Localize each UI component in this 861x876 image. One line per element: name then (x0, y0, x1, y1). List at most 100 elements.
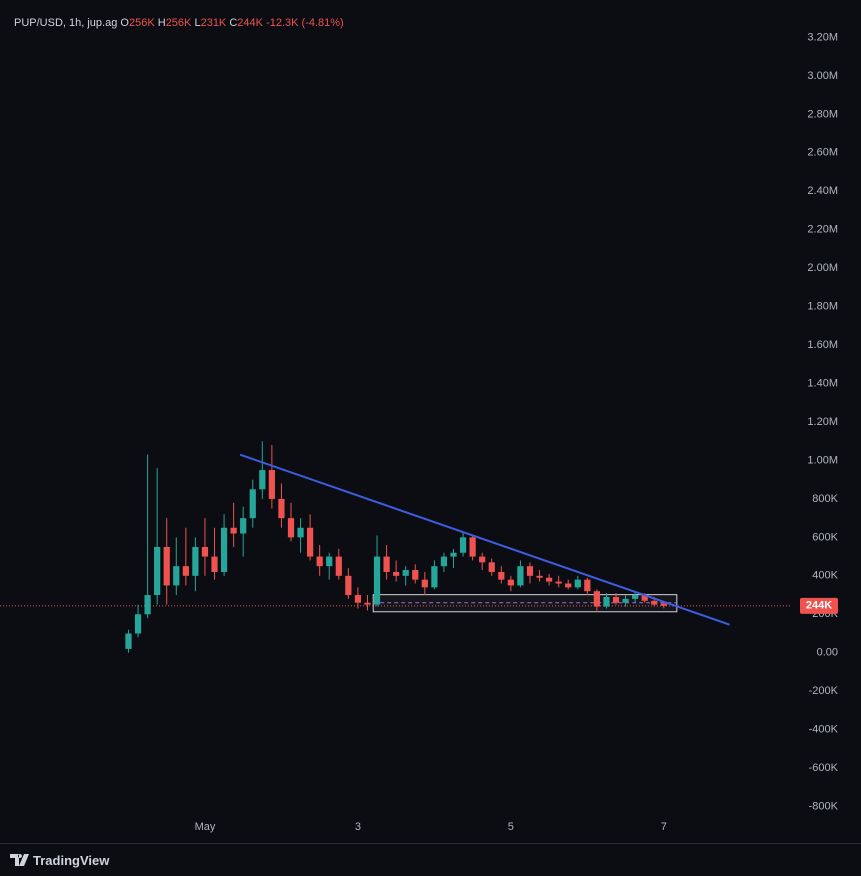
candle-body (584, 579, 591, 592)
candle-body (431, 566, 438, 588)
candle-body (259, 470, 266, 490)
candle-body (307, 527, 314, 557)
y-tick-label: 3.00M (807, 70, 838, 82)
y-tick-label: -600K (809, 762, 839, 774)
candle-body (603, 596, 610, 607)
candle-body (393, 571, 400, 576)
x-tick-label: 3 (355, 821, 361, 833)
chart: -800K-600K-400K-200K0.00200K400K600K800K… (0, 31, 839, 833)
candle-body (565, 583, 572, 588)
y-tick-label: 3.20M (807, 31, 838, 43)
y-tick-label: -400K (809, 724, 839, 736)
candle-body (632, 595, 639, 599)
candle-body (507, 579, 514, 586)
y-tick-label: -800K (809, 800, 839, 812)
candle-body (459, 537, 467, 553)
y-tick-label: 1.80M (807, 301, 838, 313)
y-tick-label: 800K (812, 493, 838, 505)
candle-body (354, 595, 362, 603)
candle-body (593, 591, 601, 607)
candle-body (220, 527, 228, 572)
price-badge (800, 597, 838, 614)
y-tick-label: 1.60M (807, 339, 838, 351)
candle-body (297, 527, 304, 538)
candle-body (163, 546, 170, 586)
candle-body (555, 581, 562, 584)
candle-body (574, 579, 581, 588)
price-badge-label: 244K (806, 600, 832, 612)
x-tick-label: 7 (661, 821, 667, 833)
candle-body (211, 556, 218, 572)
y-tick-label: -200K (809, 685, 839, 697)
candle-body (326, 556, 333, 567)
candle-body (421, 579, 428, 588)
candle-body (268, 470, 275, 499)
candle-body (622, 598, 629, 603)
y-tick-label: 600K (812, 531, 838, 543)
y-tick-label: 2.00M (807, 262, 838, 274)
candle-body (383, 556, 390, 572)
candle-body (316, 556, 323, 567)
v: 256K (165, 17, 192, 29)
y-tick-label: 0.00 (817, 647, 838, 659)
k: O (120, 17, 129, 29)
change: -12.3K (-4.81%) (266, 17, 344, 29)
candle-body (201, 546, 209, 557)
footer: TradingView (0, 843, 861, 876)
candle-body (192, 546, 199, 576)
candle-body (287, 518, 295, 538)
candle-body (230, 527, 237, 534)
candle-body (440, 556, 448, 567)
k: H (157, 17, 166, 29)
candle-body (278, 498, 285, 519)
v: 256K (128, 17, 155, 29)
y-tick-label: 1.20M (807, 416, 838, 428)
x-tick-label: 5 (508, 821, 514, 833)
k: L (194, 17, 201, 29)
candle-body (364, 602, 371, 605)
candle-body (402, 570, 409, 576)
legend: PUP/USD, 1h, jup.ag O256K H256K L231K C2… (14, 17, 344, 29)
v: 244K (237, 17, 263, 29)
y-tick-label: 2.80M (807, 108, 838, 120)
x-tick-label: May (195, 821, 216, 833)
candle-body (335, 556, 342, 576)
y-tick-label: 1.00M (807, 454, 838, 466)
candle-body (498, 571, 505, 580)
candle-body (182, 566, 189, 576)
y-tick-label: 2.40M (807, 185, 838, 197)
symbol: PUP/USD, 1h, jup.ag (14, 17, 118, 29)
candle-body (536, 575, 543, 578)
y-tick-label: 2.20M (807, 224, 838, 236)
candle-body (517, 566, 524, 586)
candle-body (660, 603, 667, 606)
candle-body (412, 570, 419, 580)
k: C (229, 17, 238, 29)
candle-body (545, 577, 553, 582)
candle-body (173, 566, 180, 586)
y-tick-label: 1.40M (807, 377, 838, 389)
candle-body (526, 566, 534, 576)
candle-body (125, 633, 132, 649)
candle-body (450, 552, 457, 557)
y-tick-label: 2.60M (807, 147, 838, 159)
candle-body (488, 562, 495, 572)
candle-body (240, 518, 247, 534)
candle-body (144, 595, 151, 615)
candle-body (249, 489, 256, 519)
candle-body (345, 575, 352, 596)
candle-body (641, 595, 648, 601)
candle-body (134, 614, 142, 634)
candle-body (479, 556, 486, 563)
candle-body (651, 600, 658, 605)
y-tick-label: 400K (812, 570, 838, 582)
v: 231K (200, 17, 227, 29)
brand[interactable]: TradingView (33, 853, 110, 868)
candle-body (373, 556, 381, 605)
candle-body (612, 596, 620, 603)
trendline (239, 453, 730, 626)
logo (10, 854, 29, 866)
candle-body (469, 537, 476, 557)
candle-body (154, 546, 161, 596)
